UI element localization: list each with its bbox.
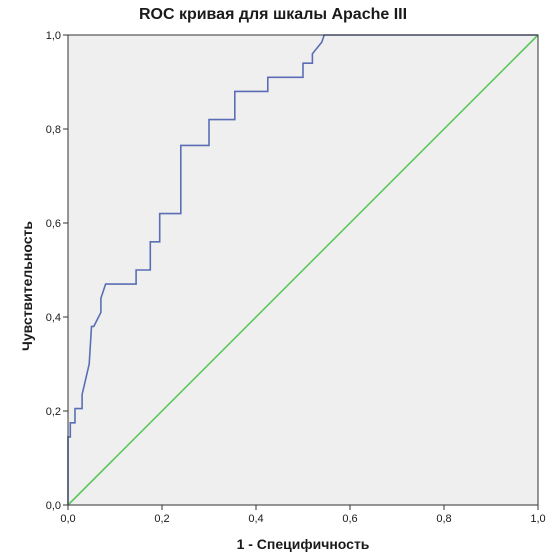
x-tick-label: 0,4 — [248, 513, 263, 525]
y-tick-label: 0,2 — [46, 406, 61, 418]
y-tick-label: 0,8 — [46, 124, 61, 136]
y-tick-label: 0,6 — [46, 218, 61, 230]
roc-curve-line — [67, 34, 538, 505]
y-tick-label: 0,0 — [46, 500, 61, 512]
x-axis-label: 1 - Специфичность — [236, 536, 370, 552]
x-tick-label: 0,8 — [436, 513, 451, 525]
plot-frame — [67, 34, 539, 506]
x-tick-label: 0,0 — [60, 513, 75, 525]
x-tick-label: 0,2 — [154, 513, 169, 525]
x-tick-label: 1,0 — [530, 513, 545, 525]
y-tick-label: 1,0 — [46, 30, 61, 42]
x-tick-label: 0,6 — [342, 513, 357, 525]
reference-line — [67, 34, 539, 506]
y-tick-label: 0,4 — [46, 312, 61, 324]
chart-title: ROC кривая для шкалы Apache III — [138, 6, 408, 23]
